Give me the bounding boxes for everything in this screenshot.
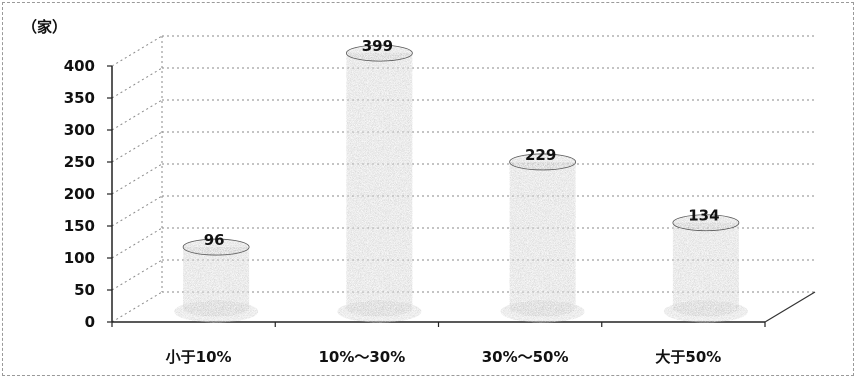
x-tick-label: 小于10% bbox=[166, 348, 232, 366]
gridline-diagonal bbox=[111, 131, 163, 163]
x-tick-label: 30%～50% bbox=[482, 348, 569, 366]
label-layer: 0 50 100 150 200 250 300 350 400 96 小于10% 399 10%～30… bbox=[64, 37, 722, 366]
y-tick-label: 50 bbox=[74, 281, 95, 299]
x-tick-label: 10%～30% bbox=[318, 348, 405, 366]
bar-top-rim bbox=[345, 44, 413, 62]
bar-top bbox=[672, 214, 739, 231]
grid-layer bbox=[111, 35, 815, 323]
gridline-diagonal bbox=[111, 291, 163, 323]
bar bbox=[337, 44, 422, 323]
bar-top bbox=[183, 239, 250, 256]
gridline-diagonal bbox=[111, 195, 163, 227]
gridline-diagonal bbox=[111, 67, 163, 99]
bar-layer bbox=[174, 44, 748, 323]
bar-body bbox=[183, 247, 250, 317]
bar bbox=[500, 153, 585, 323]
bar-top-rim bbox=[672, 214, 740, 232]
y-tick-label: 400 bbox=[64, 57, 95, 75]
bar-top bbox=[509, 153, 576, 170]
data-label: 229 bbox=[525, 146, 556, 164]
x-tick-label: 大于50% bbox=[655, 348, 721, 366]
gridline-diagonal bbox=[111, 163, 163, 195]
gridline-diagonal bbox=[111, 259, 163, 291]
bar-body bbox=[509, 161, 576, 317]
y-tick-label: 300 bbox=[64, 121, 95, 139]
bar-top-rim bbox=[509, 153, 577, 171]
y-tick-label: 150 bbox=[64, 217, 95, 235]
y-tick-label: 100 bbox=[64, 249, 95, 267]
y-tick-label: 350 bbox=[64, 89, 95, 107]
data-label: 96 bbox=[204, 231, 225, 249]
y-unit-label: （家） bbox=[22, 18, 67, 36]
data-label: 399 bbox=[362, 37, 393, 55]
y-tick-label: 250 bbox=[64, 153, 95, 171]
bar-body bbox=[672, 222, 739, 317]
floor-right-edge bbox=[764, 291, 816, 323]
gridline-diagonal bbox=[111, 99, 163, 131]
bar-body bbox=[346, 53, 413, 317]
bar bbox=[174, 238, 259, 323]
gridline-diagonal bbox=[111, 35, 163, 67]
y-tick-label: 0 bbox=[85, 313, 95, 331]
y-tick-label: 200 bbox=[64, 185, 95, 203]
data-label: 134 bbox=[688, 207, 719, 225]
bar bbox=[663, 214, 748, 323]
bar-top bbox=[346, 45, 413, 62]
bar-top-rim bbox=[182, 238, 250, 256]
gridline-diagonal bbox=[111, 227, 163, 259]
